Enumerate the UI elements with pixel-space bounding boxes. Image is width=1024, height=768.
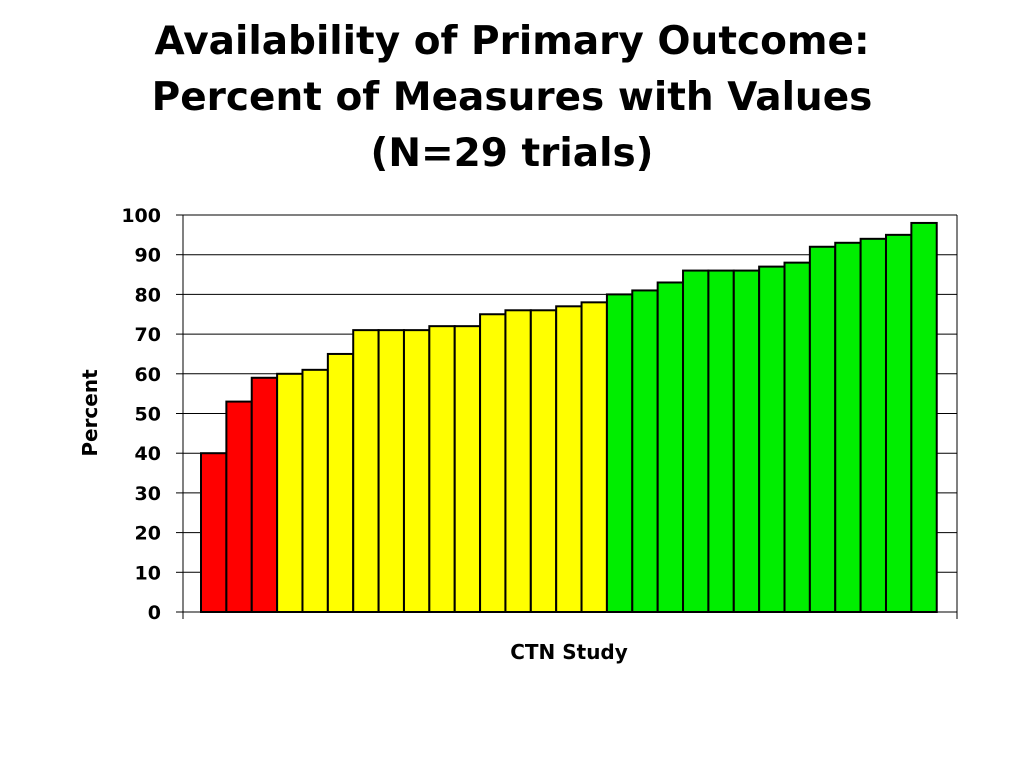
y-tick-label: 100	[121, 205, 161, 227]
bar	[301, 368, 329, 613]
bar	[352, 329, 380, 613]
bar	[910, 221, 938, 613]
bar	[808, 245, 837, 613]
bar	[605, 293, 634, 613]
y-axis-title: Percent	[78, 369, 102, 457]
bar	[479, 313, 507, 613]
bar	[428, 325, 456, 613]
bar	[707, 269, 735, 613]
chart-title-line-3: (N=29 trials)	[370, 131, 654, 176]
bar	[555, 305, 583, 613]
bar	[884, 233, 913, 613]
axes	[176, 214, 958, 619]
bar	[783, 261, 811, 613]
bar	[200, 452, 228, 614]
y-tick-label: 90	[135, 245, 161, 267]
y-tick-label: 0	[148, 602, 161, 624]
chart-title-line-1: Availability of Primary Outcome:	[154, 19, 870, 64]
bar	[580, 301, 608, 613]
chart-title-line-2: Percent of Measures with Values	[151, 75, 873, 120]
bar	[402, 329, 431, 613]
y-tick-label: 50	[135, 404, 161, 426]
bar	[529, 309, 558, 613]
y-tick-label: 70	[135, 324, 161, 346]
bar	[682, 269, 710, 613]
bar	[377, 329, 405, 613]
bar	[732, 269, 761, 613]
bar	[656, 281, 685, 613]
bar	[276, 372, 304, 613]
y-tick-label: 60	[135, 364, 161, 386]
bar	[631, 289, 659, 613]
y-tick-label: 10	[135, 562, 161, 584]
bar	[225, 400, 253, 613]
bar	[859, 237, 887, 613]
bar	[758, 265, 786, 613]
bar	[504, 309, 532, 613]
y-tick-label: 20	[135, 523, 161, 545]
bar	[250, 376, 279, 613]
x-axis-title: CTN Study	[510, 640, 628, 664]
bar	[834, 241, 862, 613]
bar	[326, 352, 355, 613]
bars	[200, 221, 938, 614]
chart-title: Availability of Primary Outcome: Percent…	[0, 14, 1024, 182]
bar	[453, 325, 482, 613]
y-tick-label: 80	[135, 284, 161, 306]
y-tick-label: 30	[135, 483, 161, 505]
y-tick-label: 40	[135, 443, 161, 465]
y-tick-labels: 0 10 20 30 40 50 60 70 80 90 100	[121, 205, 161, 624]
